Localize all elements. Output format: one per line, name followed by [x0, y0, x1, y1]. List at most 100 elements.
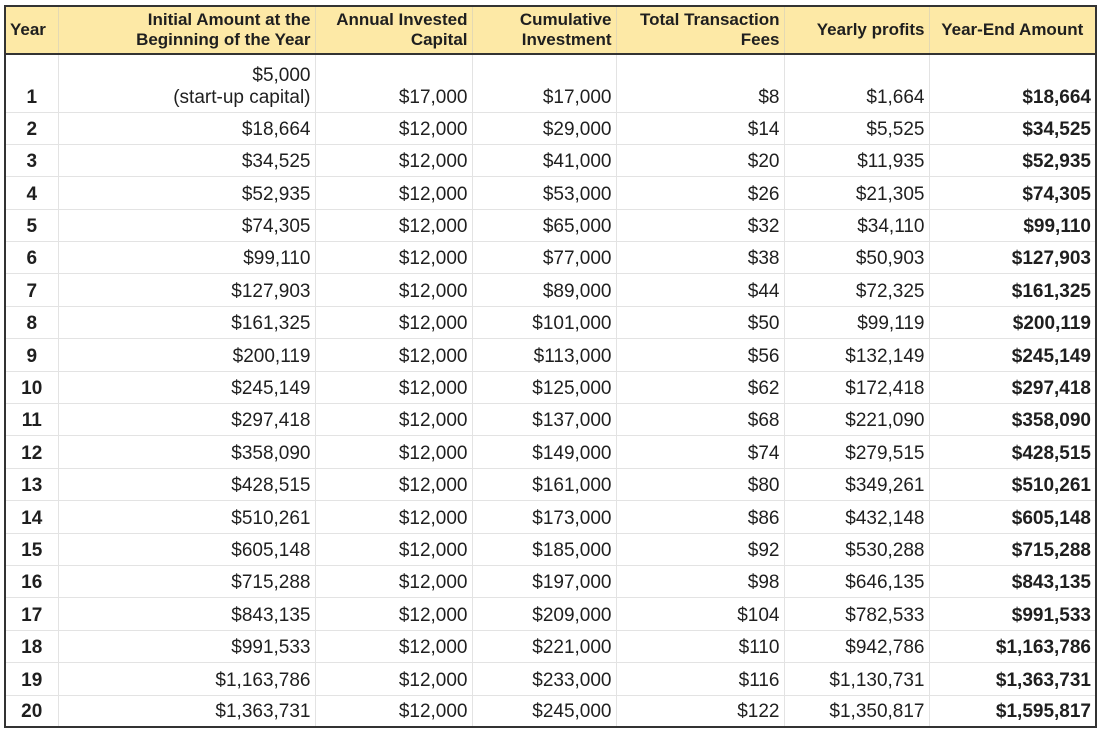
cell-year: 5 [4, 209, 59, 243]
cell-annual-invested-capital: $12,000 [314, 435, 473, 469]
cell-year-end-amount: $200,119 [928, 306, 1097, 340]
cell-year: 15 [4, 533, 59, 566]
cell-cumulative-investment: $221,000 [471, 630, 617, 664]
cell-year-end-amount: $245,149 [928, 338, 1097, 372]
cell-cumulative-investment: $125,000 [471, 371, 617, 405]
header-cumulative-line-1: Cumulative [519, 10, 612, 29]
header-year: Year [4, 5, 59, 55]
cell-total-transaction-fees: $98 [615, 565, 785, 599]
cell-year: 9 [4, 338, 59, 372]
cell-cumulative-investment: $65,000 [471, 209, 617, 243]
cell-annual-invested-capital: $12,000 [314, 695, 473, 729]
cell-initial-amount: $99,110 [57, 241, 316, 275]
cell-year: 16 [4, 565, 59, 599]
cell-total-transaction-fees: $104 [615, 597, 785, 631]
cell-annual-invested-capital: $12,000 [314, 371, 473, 405]
cell-annual-invested-capital: $12,000 [314, 533, 473, 566]
cell-total-transaction-fees: $14 [615, 112, 785, 145]
cell-total-transaction-fees: $38 [615, 241, 785, 275]
cell-cumulative-investment: $209,000 [471, 597, 617, 631]
cell-total-transaction-fees: $50 [615, 306, 785, 340]
header-annual-invested-capital: Annual Invested Capital [314, 5, 473, 55]
table-row: 2 $18,664 $12,000 $29,000 $14 $5,525 $34,525 [4, 112, 1097, 145]
cell-annual-invested-capital: $12,000 [314, 306, 473, 340]
cell-yearly-profits: $172,418 [783, 371, 930, 405]
cell-yearly-profits: $1,130,731 [783, 662, 930, 696]
cell-cumulative-investment: $29,000 [471, 112, 617, 145]
cell-total-transaction-fees: $116 [615, 662, 785, 696]
table-row: 4 $52,935 $12,000 $53,000 $26 $21,305 $74,305 [4, 176, 1097, 210]
cell-year-end-amount: $74,305 [928, 176, 1097, 210]
cell-year-end-amount: $18,664 [928, 54, 1097, 113]
cell-year-end-amount: $843,135 [928, 565, 1097, 599]
table-row: 9 $200,119 $12,000 $113,000 $56 $132,149 $245,… [4, 338, 1097, 372]
cell-initial-amount: $200,119 [57, 338, 316, 372]
cell-year: 7 [4, 273, 59, 307]
cell-initial-amount: $510,261 [57, 500, 316, 534]
table-row: 6 $99,110 $12,000 $77,000 $38 $50,903 $127,903 [4, 241, 1097, 275]
cell-year: 2 [4, 112, 59, 145]
cell-cumulative-investment: $233,000 [471, 662, 617, 696]
cell-initial-amount: $843,135 [57, 597, 316, 631]
cell-annual-invested-capital: $12,000 [314, 112, 473, 145]
header-initial-line-2: Beginning of the Year [136, 30, 311, 49]
cell-year-end-amount: $52,935 [928, 144, 1097, 178]
cell-annual-invested-capital: $12,000 [314, 241, 473, 275]
cell-total-transaction-fees: $56 [615, 338, 785, 372]
cell-annual-invested-capital: $12,000 [314, 500, 473, 534]
cell-initial-amount: $297,418 [57, 403, 316, 437]
cell-initial-amount: $74,305 [57, 209, 316, 243]
cell-year-end-amount: $34,525 [928, 112, 1097, 145]
cell-initial-amount: $715,288 [57, 565, 316, 599]
cell-initial-amount: $245,149 [57, 371, 316, 405]
cell-cumulative-investment: $77,000 [471, 241, 617, 275]
cell-year: 14 [4, 500, 59, 534]
cell-yearly-profits: $782,533 [783, 597, 930, 631]
cell-initial-amount: $34,525 [57, 144, 316, 178]
header-fees-line-1: Total Transaction [640, 10, 780, 29]
table-row: 15 $605,148 $12,000 $185,000 $92 $530,288 $715… [4, 533, 1097, 566]
cell-year-end-amount: $510,261 [928, 468, 1097, 502]
cell-year: 11 [4, 403, 59, 437]
header-cumulative-investment: Cumulative Investment [471, 5, 617, 55]
header-year-end-amount: Year-End Amount [928, 5, 1097, 55]
cell-total-transaction-fees: $74 [615, 435, 785, 469]
cell-yearly-profits: $1,664 [783, 54, 930, 113]
cell-annual-invested-capital: $12,000 [314, 209, 473, 243]
header-annual-line-1: Annual Invested [336, 10, 468, 29]
cell-yearly-profits: $221,090 [783, 403, 930, 437]
header-initial-line-1: Initial Amount at the [147, 10, 311, 29]
cell-yearly-profits: $1,350,817 [783, 695, 930, 729]
cell-year: 4 [4, 176, 59, 210]
cell-initial-amount: $5,000 (start-up capital) [57, 54, 316, 113]
cell-total-transaction-fees: $8 [615, 54, 785, 113]
cell-annual-invested-capital: $12,000 [314, 662, 473, 696]
cell-annual-invested-capital: $12,000 [314, 403, 473, 437]
table-row: 11 $297,418 $12,000 $137,000 $68 $221,090 $358… [4, 403, 1097, 437]
cell-initial-amount: $161,325 [57, 306, 316, 340]
cell-yearly-profits: $530,288 [783, 533, 930, 566]
cell-annual-invested-capital: $12,000 [314, 565, 473, 599]
header-initial-amount: Initial Amount at the Beginning of the Y… [57, 5, 316, 55]
cell-annual-invested-capital: $12,000 [314, 630, 473, 664]
table-row: 18 $991,533 $12,000 $221,000 $110 $942,786 $1,… [4, 630, 1097, 664]
cell-cumulative-investment: $197,000 [471, 565, 617, 599]
table-body: 1 $5,000 (start-up capital) $17,000 $17,000 $… [4, 54, 1097, 729]
cell-initial-amount: $1,163,786 [57, 662, 316, 696]
cell-year-end-amount: $161,325 [928, 273, 1097, 307]
investment-table-container: Year Initial Amount at the Beginning of … [4, 5, 1097, 729]
cell-year-end-amount: $1,163,786 [928, 630, 1097, 664]
cell-cumulative-investment: $245,000 [471, 695, 617, 729]
cell-annual-invested-capital: $12,000 [314, 338, 473, 372]
table-row: 10 $245,149 $12,000 $125,000 $62 $172,418 $297… [4, 371, 1097, 405]
cell-cumulative-investment: $53,000 [471, 176, 617, 210]
table-row: 5 $74,305 $12,000 $65,000 $32 $34,110 $99,110 [4, 209, 1097, 243]
cell-yearly-profits: $50,903 [783, 241, 930, 275]
cell-year: 6 [4, 241, 59, 275]
cell-yearly-profits: $21,305 [783, 176, 930, 210]
cell-year: 3 [4, 144, 59, 178]
table-row: 17 $843,135 $12,000 $209,000 $104 $782,533 $99… [4, 597, 1097, 631]
table-row: 19 $1,163,786 $12,000 $233,000 $116 $1,130,73… [4, 662, 1097, 696]
cell-year-end-amount: $1,595,817 [928, 695, 1097, 729]
table-row: 3 $34,525 $12,000 $41,000 $20 $11,935 $52,935 [4, 144, 1097, 178]
